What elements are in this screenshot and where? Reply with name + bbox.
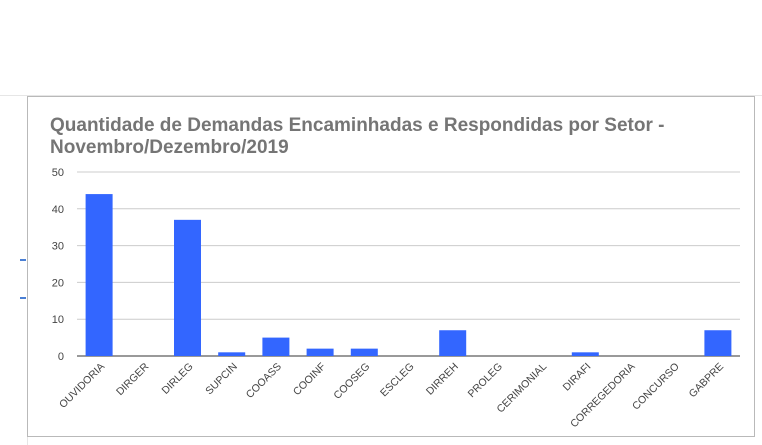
x-category-label: COOSEG bbox=[331, 361, 372, 402]
x-category-label: DIRAFI bbox=[561, 361, 594, 394]
y-tick-label: 30 bbox=[52, 241, 64, 253]
chart-title-line2: Novembro/Dezembro/2019 bbox=[50, 137, 289, 158]
x-category-label: DIRLEG bbox=[159, 361, 195, 397]
x-category-label: OUVIDORIA bbox=[57, 361, 107, 411]
bar-cooass[interactable] bbox=[262, 337, 290, 356]
background-gridline bbox=[0, 95, 762, 96]
bar-cooseg[interactable] bbox=[350, 348, 378, 356]
bar-cooinf[interactable] bbox=[306, 348, 334, 356]
x-category-label: GABPRE bbox=[687, 361, 726, 400]
x-category-label: ESCLEG bbox=[378, 361, 417, 400]
y-tick-label: 10 bbox=[52, 314, 64, 326]
background-marker bbox=[20, 259, 26, 261]
y-tick-label: 40 bbox=[52, 204, 64, 216]
chart-title-line1: Quantidade de Demandas Encaminhadas e Re… bbox=[50, 115, 665, 136]
x-category-label: CONCURSO bbox=[630, 361, 682, 413]
bar-dirreh[interactable] bbox=[439, 330, 467, 356]
bar-gabpre[interactable] bbox=[704, 330, 732, 356]
bar-supcin[interactable] bbox=[218, 352, 246, 356]
x-category-label: PROLEG bbox=[466, 361, 505, 400]
y-tick-label: 0 bbox=[58, 351, 64, 363]
background-marker bbox=[20, 297, 26, 299]
chart-card[interactable]: Quantidade de Demandas Encaminhadas e Re… bbox=[27, 96, 755, 437]
y-tick-label: 20 bbox=[52, 277, 64, 289]
x-category-label: COOASS bbox=[244, 361, 284, 401]
bar-ouvidoria[interactable] bbox=[85, 194, 113, 356]
chart-title: Quantidade de Demandas Encaminhadas e Re… bbox=[50, 115, 740, 159]
x-category-label: DIRGER bbox=[114, 360, 152, 398]
bar-dirafi[interactable] bbox=[571, 352, 599, 356]
x-category-label: COOINF bbox=[291, 361, 328, 398]
y-tick-label: 50 bbox=[52, 167, 64, 179]
x-category-label: SUPCIN bbox=[203, 361, 240, 398]
x-category-label: DIRREH bbox=[424, 361, 461, 398]
bar-dirleg[interactable] bbox=[174, 219, 201, 356]
